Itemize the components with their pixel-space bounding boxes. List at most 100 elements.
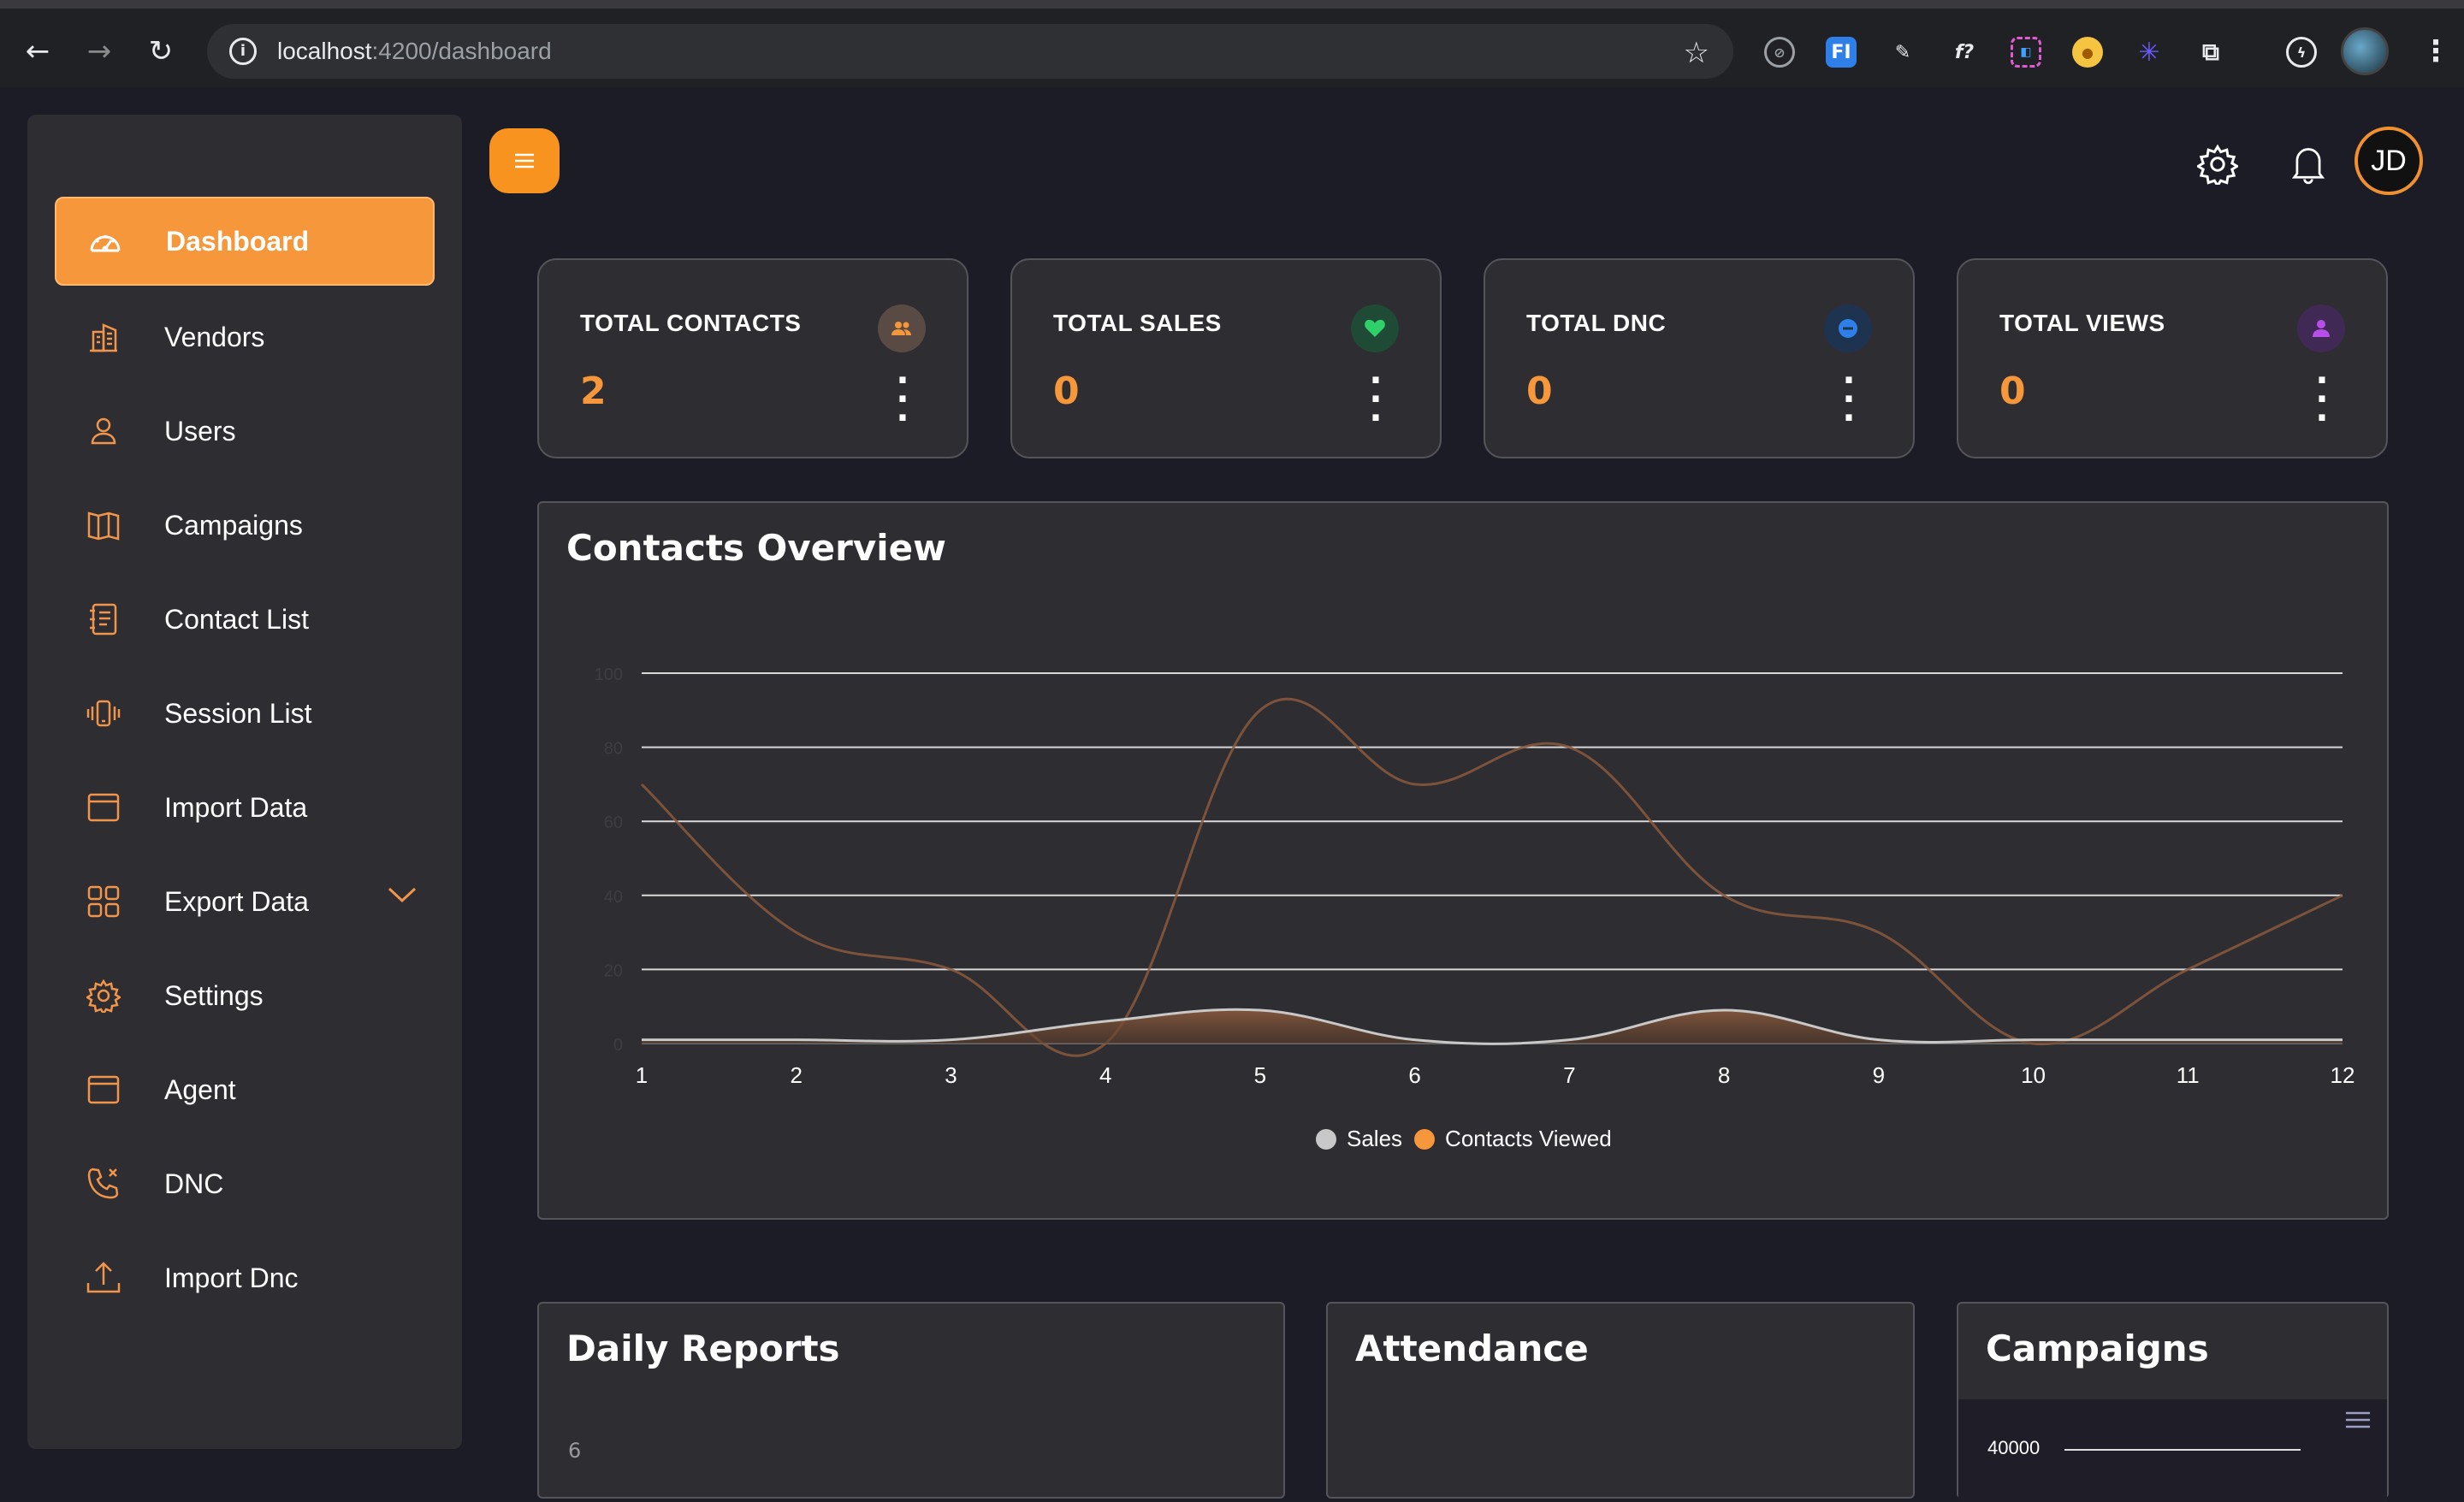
reload-icon[interactable]: ↻ [144,34,178,68]
sidebar-item-label: Contact List [164,604,309,636]
panel-title: Campaigns [1986,1328,2209,1369]
extension-eyedropper-icon[interactable]: ✎ [1887,37,1918,68]
upload-icon [84,1258,123,1298]
series-line-sales [642,1009,2343,1044]
y-tick-label: 0 [613,1036,623,1055]
sidebar-item-users[interactable]: Users [55,387,435,476]
menu-toggle-button[interactable] [489,128,560,193]
sidebar-item-dnc[interactable]: DNC [55,1139,435,1228]
extension-bolt-icon[interactable]: ϟ [2286,37,2317,68]
sidebar-item-contact-list[interactable]: Contact List [55,575,435,664]
forward-icon[interactable]: → [82,34,116,68]
grid-icon [84,882,123,921]
sidebar-item-export-data[interactable]: Export Data [55,857,435,946]
sidebar-item-vendors[interactable]: Vendors [55,293,435,381]
y-tick-label: 60 [604,813,623,832]
stat-card-total-dnc: TOTAL DNC 0 ··· [1484,258,1915,458]
stat-card-value: 0 [1526,370,1553,413]
browser-menu-icon[interactable]: ⋮ [2421,34,2450,68]
sidebar-item-import-dnc[interactable]: Import Dnc [55,1233,435,1322]
building-icon [84,317,123,357]
window-icon [84,1070,123,1109]
y-tick-label: 40000 [1987,1437,2040,1459]
stat-card-title: TOTAL CONTACTS [580,310,801,337]
legend-contacts-viewed-label: Contacts Viewed [1445,1126,1612,1152]
extension-coin-icon[interactable]: ● [2072,37,2103,68]
x-tick-label: 5 [1254,1062,1266,1088]
extensions-puzzle-icon[interactable]: ⧉ [2195,37,2226,68]
users-icon [878,305,926,352]
extension-function-icon[interactable]: f? [1949,37,1980,68]
chart-menu-icon[interactable] [2344,1410,2372,1434]
card-menu-icon[interactable]: ··· [2313,371,2331,428]
stat-card-value: 0 [1999,370,2026,413]
campaigns-panel: Campaigns 40000 [1957,1302,2389,1499]
sidebar-item-label: Export Data [164,886,309,918]
back-icon[interactable]: ← [21,34,55,68]
avatar[interactable]: JD [2354,127,2423,195]
chevron-down-icon[interactable] [387,886,418,907]
extension-sparkle-icon[interactable]: ✳ [2134,37,2165,68]
sidebar-item-campaigns[interactable]: Campaigns [55,481,435,570]
user-icon [2297,305,2345,352]
card-menu-icon[interactable]: ··· [893,371,912,428]
x-tick-label: 3 [945,1062,957,1088]
legend-sales-swatch [1316,1129,1336,1150]
window-icon [84,788,123,827]
extension-fi-icon[interactable]: FI [1826,37,1857,68]
panel-title: Daily Reports [566,1328,840,1369]
settings-gear-icon[interactable] [2197,144,2238,185]
y-tick-label: 20 [604,961,623,980]
phone-cancel-icon [84,1164,123,1203]
sidebar-item-label: Dashboard [166,226,309,257]
attendance-panel: Attendance [1326,1302,1915,1499]
extension-compass-icon[interactable]: ⊘ [1764,37,1795,68]
sidebar: Dashboard Vendors Users Campaigns Contac… [27,115,462,1449]
profile-avatar[interactable] [2341,27,2389,75]
heart-icon [1351,305,1399,352]
x-tick-label: 6 [1408,1062,1420,1088]
stat-card-title: TOTAL SALES [1053,310,1222,337]
stat-card-title: TOTAL VIEWS [1999,310,2165,337]
sidebar-item-label: DNC [164,1168,223,1200]
site-info-icon[interactable]: i [229,38,257,65]
legend-sales-label: Sales [1347,1126,1402,1152]
x-tick-label: 1 [636,1062,648,1088]
chart-legend: Sales Contacts Viewed [1309,1126,1612,1152]
url-path: :4200/dashboard [372,38,552,65]
sidebar-item-import-data[interactable]: Import Data [55,763,435,852]
series-line-contacts-viewed [642,699,2343,1056]
bell-icon[interactable] [2289,144,2331,185]
sidebar-item-label: Campaigns [164,510,303,541]
stat-card-value: 2 [580,370,607,413]
card-menu-icon[interactable]: ··· [1839,371,1858,428]
stat-card-total-contacts: TOTAL CONTACTS 2 ··· [537,258,968,458]
x-tick-label: 4 [1099,1062,1111,1088]
sidebar-item-label: Agent [164,1074,236,1106]
sidebar-item-label: Settings [164,980,264,1012]
sidebar-item-agent[interactable]: Agent [55,1045,435,1134]
gear-icon [84,976,123,1015]
stat-card-total-sales: TOTAL SALES 0 ··· [1010,258,1442,458]
y-tick-label: 6 [568,1439,581,1463]
stat-card-total-views: TOTAL VIEWS 0 ··· [1957,258,2388,458]
x-tick-label: 11 [2177,1062,2200,1088]
bookmark-star-icon[interactable]: ☆ [1684,36,1709,70]
extension-capture-icon[interactable]: ◧ [2011,37,2041,68]
legend-contacts-viewed-swatch [1414,1129,1435,1150]
map-icon [84,506,123,545]
y-tick-label: 40 [604,888,623,907]
phone-vibrate-icon [84,694,123,733]
sidebar-item-label: Import Data [164,792,307,824]
sidebar-item-settings[interactable]: Settings [55,951,435,1040]
y-tick-label: 80 [604,740,623,759]
card-menu-icon[interactable]: ··· [1366,371,1385,428]
gauge-icon [86,222,125,261]
sidebar-item-session-list[interactable]: Session List [55,669,435,758]
sidebar-item-dashboard[interactable]: Dashboard [55,197,435,286]
campaigns-chart-area: 40000 [1958,1399,2387,1502]
sidebar-item-label: Vendors [164,322,264,353]
x-tick-label: 9 [1873,1062,1885,1088]
sidebar-item-label: Import Dnc [164,1263,298,1294]
address-bar[interactable]: i localhost:4200/dashboard ☆ [207,24,1733,79]
